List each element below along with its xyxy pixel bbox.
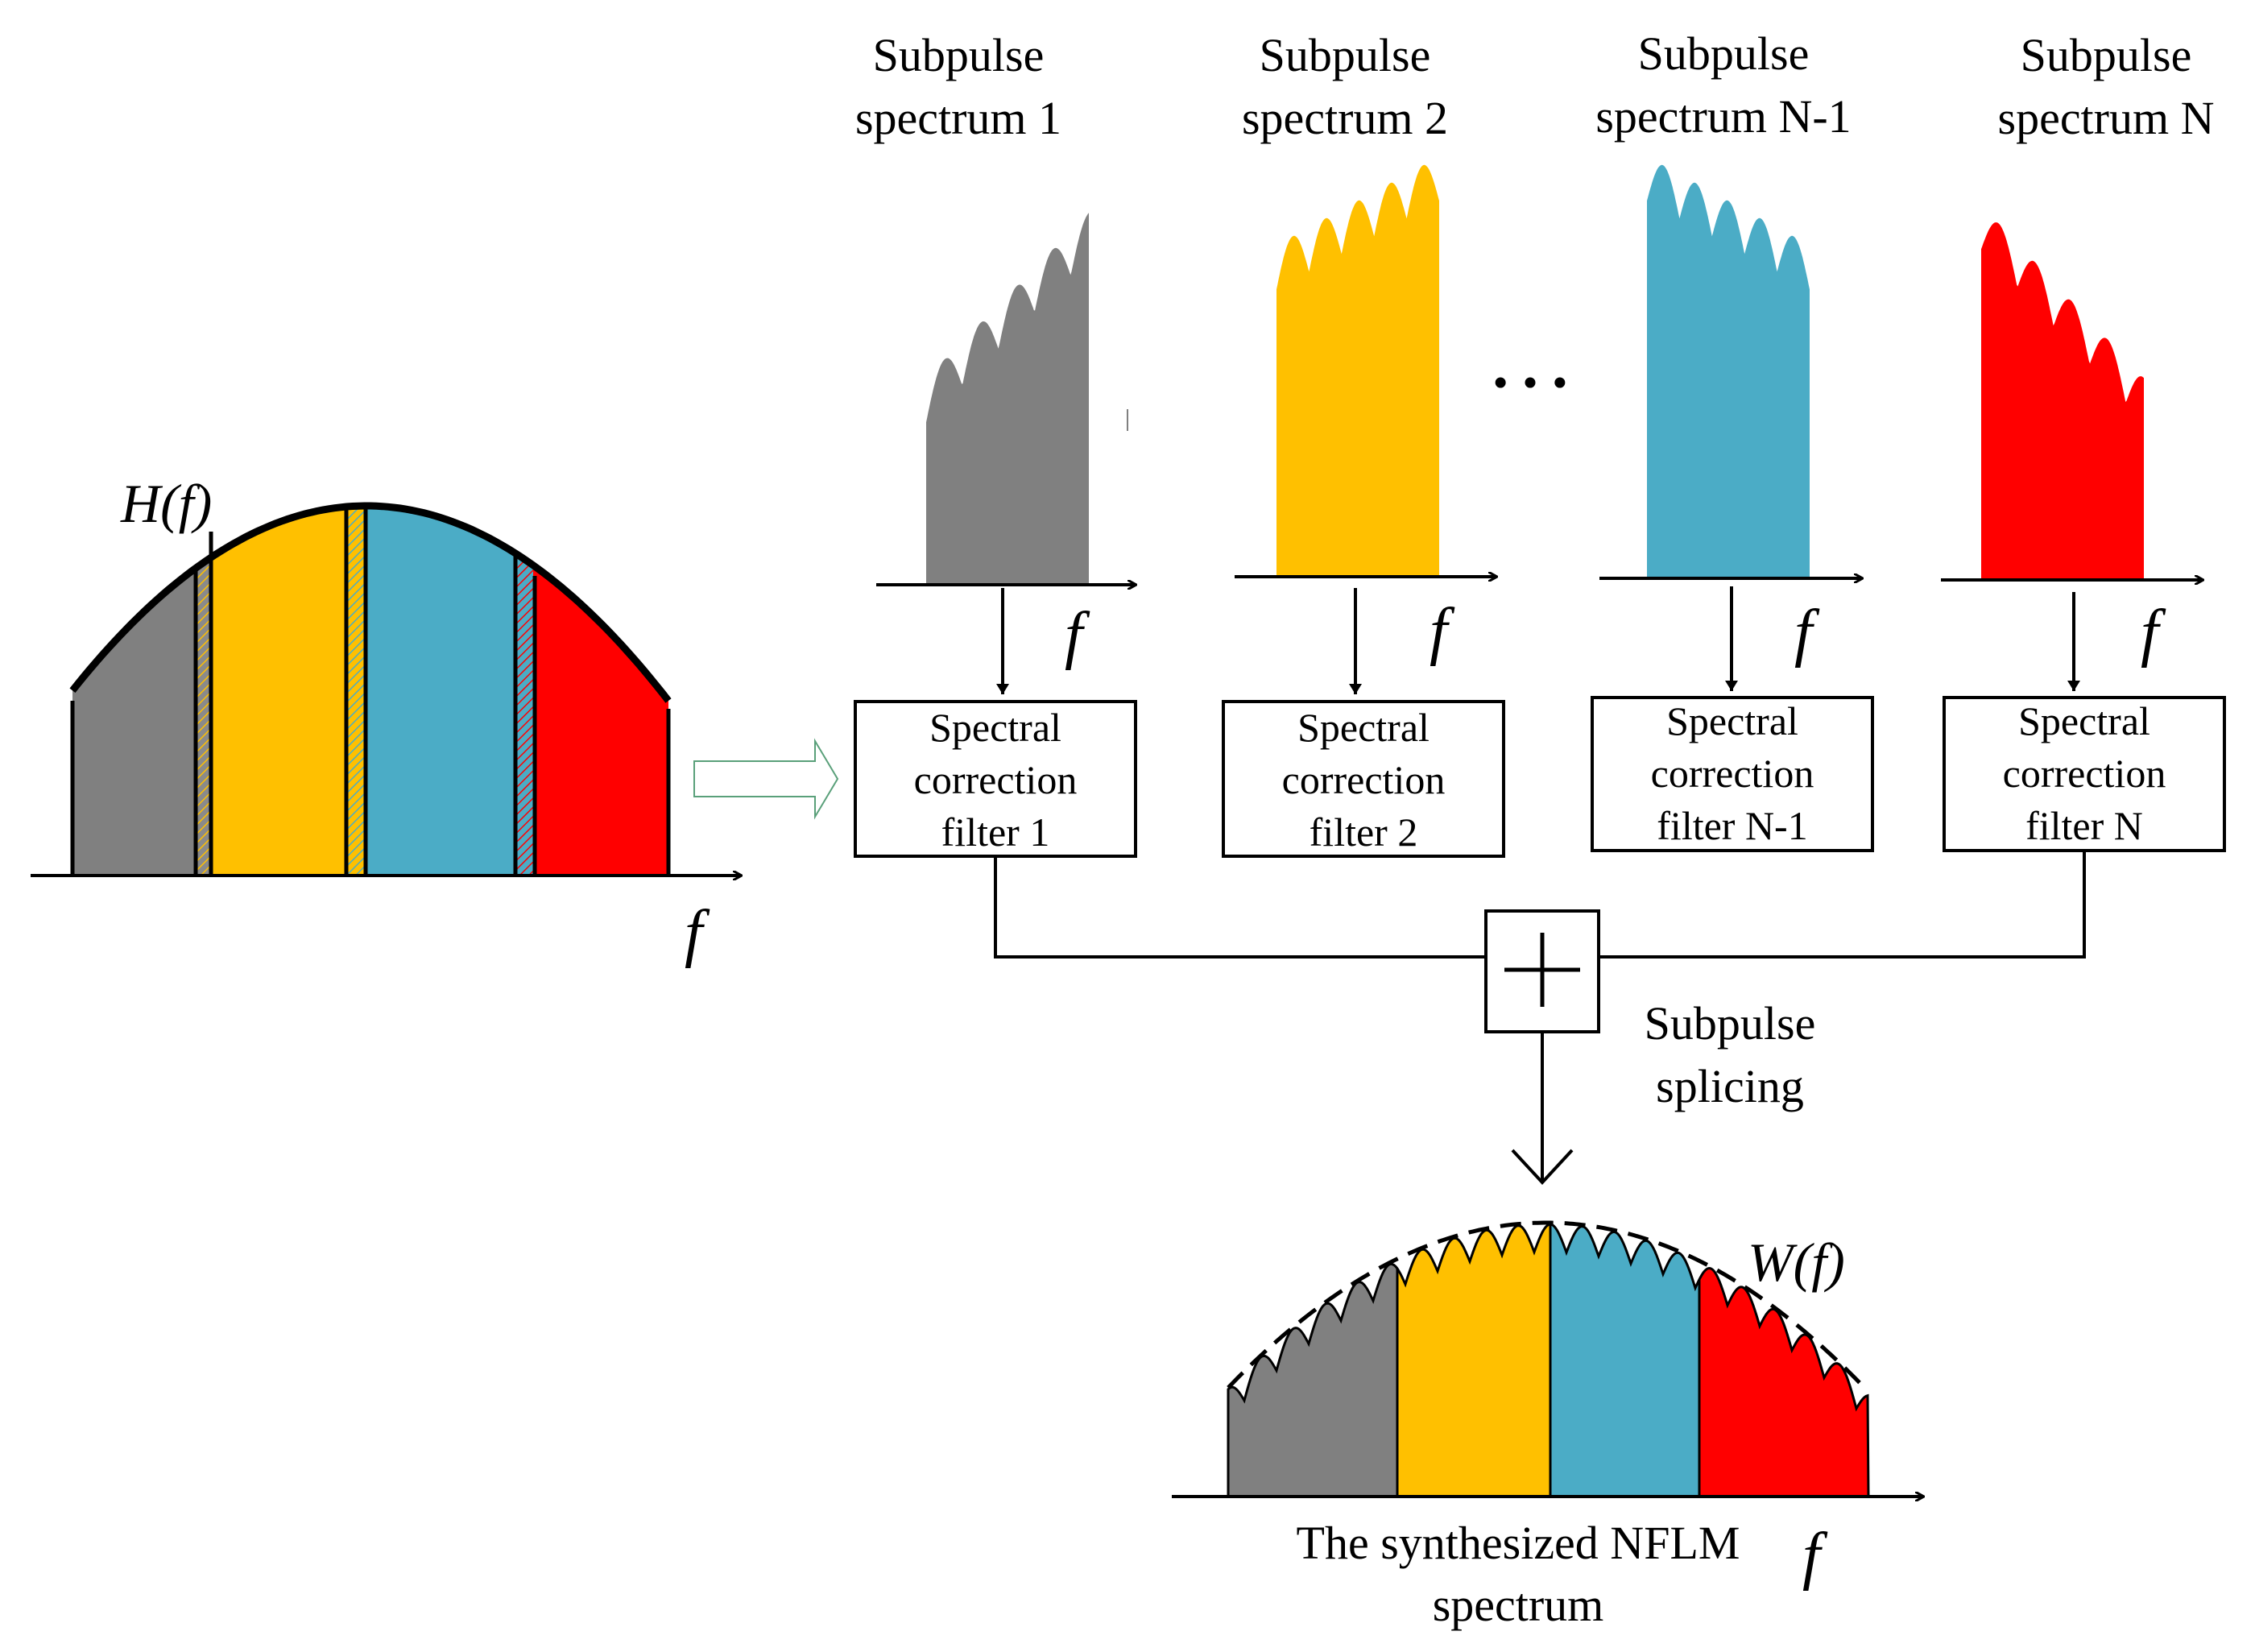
subpulse-n: Subpulse spectrum N f Spectral correctio… xyxy=(1941,29,2226,852)
subpulse-2-spectrum xyxy=(1276,164,1439,578)
input-spectrum: H(f) f xyxy=(31,473,741,969)
subpulse-1-title-line2: spectrum 1 xyxy=(855,92,1061,144)
filter-2-line3: filter 2 xyxy=(1310,809,1418,855)
filter-1-line1: Spectral xyxy=(929,705,1061,750)
subpulse-n-1-title-line2: spectrum N-1 xyxy=(1595,90,1851,143)
subpulse-n-axis-label: f xyxy=(2141,598,2166,669)
splicing-label-line2: splicing xyxy=(1656,1060,1804,1112)
subpulse-1-axis-label: f xyxy=(1065,600,1090,671)
input-overlap-3 xyxy=(517,506,533,874)
subpulse-n-title-line1: Subpulse xyxy=(2021,29,2192,81)
summing-symbol-text: + xyxy=(0,0,1,1)
subpulse-n-1-spectrum xyxy=(1647,164,1810,579)
subpulse-1-title-line1: Subpulse xyxy=(873,29,1045,81)
plus-icon xyxy=(1504,933,1580,1007)
subpulse-2: Subpulse spectrum 2 f Spectral correctio… xyxy=(1222,29,1505,858)
output-envelope-label: W(f) xyxy=(1748,1232,1845,1293)
filter-1-line2: correction xyxy=(914,757,1078,802)
subpulse-n-title-line2: spectrum N xyxy=(1998,92,2215,144)
filter-2-line1: Spectral xyxy=(1297,705,1430,750)
subpulse-n-spectrum xyxy=(1981,222,2144,580)
filter-2-line2: correction xyxy=(1282,757,1446,802)
input-band-blue xyxy=(364,506,517,874)
splicing-label-line1: Subpulse xyxy=(1645,997,1816,1050)
transfer-arrow-icon xyxy=(693,738,839,820)
spectral-correction-filter-n-1 xyxy=(1591,696,1874,852)
subpulse-1: Subpulse spectrum 1 f Spectral correctio… xyxy=(854,29,1137,858)
input-envelope-label: H(f) xyxy=(120,473,212,534)
output-envelope-dashed xyxy=(1227,1220,1868,1391)
input-envelope-curve xyxy=(69,502,672,703)
subpulse-n-1-axis-label: f xyxy=(1794,598,1820,669)
filter-n-1-line2: correction xyxy=(1651,751,1814,796)
output-band-red xyxy=(1699,1268,1868,1497)
filter-1-line3: filter 1 xyxy=(941,809,1050,855)
ellipsis: … xyxy=(1486,308,1574,406)
spectral-correction-filter-2 xyxy=(1222,700,1505,858)
subpulse-1-spectrum xyxy=(926,213,1089,585)
subpulse-n-1-title-line1: Subpulse xyxy=(1638,27,1810,80)
output-axis-label: f xyxy=(1802,1521,1828,1592)
output-band-gray xyxy=(1228,1264,1397,1497)
filter-n-1-line3: filter N-1 xyxy=(1657,803,1807,848)
summation-connectors xyxy=(994,851,2086,958)
output-ripple-outline xyxy=(1227,1223,1870,1497)
spectral-correction-filter-n xyxy=(1943,696,2226,852)
output-spectrum: W(f) f The synthesized NFLM spectrum xyxy=(1172,1220,1923,1631)
output-down-arrow-icon xyxy=(1511,1149,1574,1185)
subpulse-n-minus-1: Subpulse spectrum N-1 f Spectral correct… xyxy=(1591,27,1874,852)
input-overlap-1 xyxy=(197,506,209,874)
subpulse-2-title-line2: spectrum 2 xyxy=(1242,92,1448,144)
filter-n-1-line1: Spectral xyxy=(1666,698,1798,743)
subpulse-2-title-line1: Subpulse xyxy=(1260,29,1431,81)
output-caption-line2: spectrum xyxy=(1433,1579,1604,1631)
input-band-dividers xyxy=(193,505,537,874)
output-band-dividers xyxy=(1396,1224,1701,1498)
filter-n-line1: Spectral xyxy=(2018,698,2150,743)
subpulse-2-axis-label: f xyxy=(1430,596,1455,667)
output-caption-line1: The synthesized NFLM xyxy=(1297,1517,1740,1569)
input-band-yellow xyxy=(209,506,348,874)
input-overlap-2 xyxy=(348,506,364,874)
input-band-gray xyxy=(72,506,197,874)
output-band-blue xyxy=(1550,1224,1699,1497)
filter-n-line2: correction xyxy=(2003,751,2166,796)
filter-n-line3: filter N xyxy=(2025,803,2143,848)
input-axis-label: f xyxy=(685,898,710,969)
output-band-yellow xyxy=(1397,1224,1550,1497)
